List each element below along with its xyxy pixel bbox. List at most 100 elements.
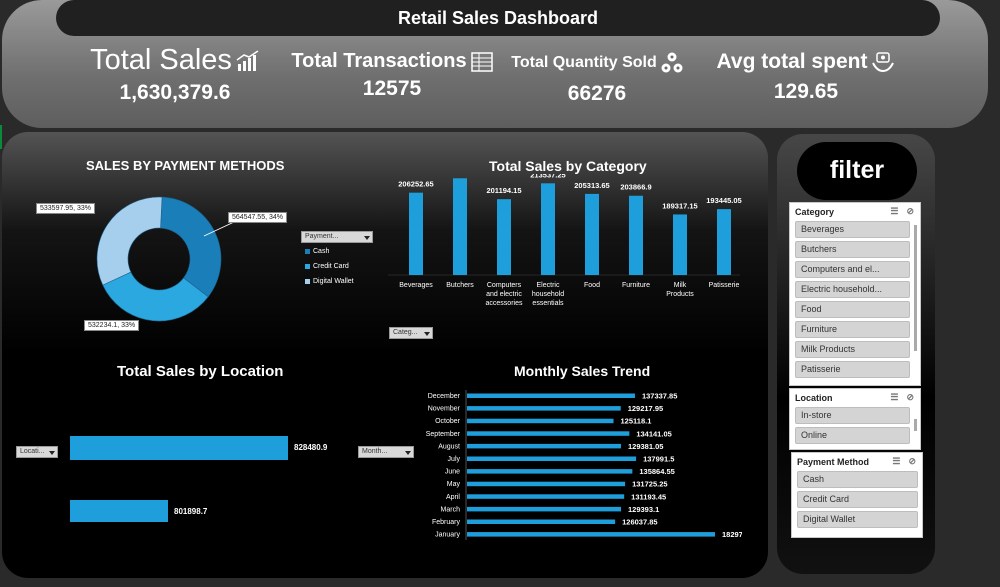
month-axis-label: May [447, 481, 461, 488]
slicer-item[interactable]: Butchers [795, 241, 910, 258]
category-value-label: 203866.9 [620, 183, 651, 192]
month-filter-dropdown[interactable]: Month... [358, 446, 414, 458]
donut-slice-credit-card [102, 271, 209, 322]
multi-select-icon[interactable]: ☰ [890, 392, 899, 402]
slicer-item[interactable]: Computers and el... [795, 261, 910, 278]
slicer-item[interactable]: Furniture [795, 321, 910, 338]
slicer-item[interactable]: Digital Wallet [797, 511, 918, 528]
category-bar [497, 199, 511, 275]
kpi-label: Total Quantity Sold [511, 54, 657, 71]
category-chart-title: Total Sales by Category [489, 158, 647, 174]
month-axis-label: March [441, 506, 461, 513]
payment-chart-title: SALES BY PAYMENT METHODS [86, 158, 285, 173]
slicer-item[interactable]: Electric household... [795, 281, 910, 298]
category-value-label: 201194.15 [486, 186, 521, 195]
dashboard-title: Retail Sales Dashboard [56, 0, 940, 36]
monthly-bar [467, 406, 621, 411]
slicer-item[interactable]: In-store [795, 407, 910, 424]
payment-slicer: Payment Method ☰ ⊘ Cash Credit Card Digital… [791, 452, 923, 538]
monthly-bar [467, 469, 633, 474]
month-axis-label: February [432, 519, 461, 526]
category-bar [585, 193, 599, 275]
kpi-total-transactions: Total Transactions 12575 [291, 50, 493, 101]
kpi-label: Total Transactions [291, 50, 467, 72]
monthly-value-label: 134141.05 [636, 429, 671, 438]
slicer-item[interactable]: Milk Products [795, 341, 910, 358]
monthly-value-label: 182977.9 [722, 530, 742, 539]
kpi-label: Total Sales [90, 44, 232, 76]
category-bar [673, 214, 687, 275]
clear-filter-icon[interactable]: ⊘ [906, 392, 914, 402]
slicer-item[interactable]: Online [795, 427, 910, 444]
month-axis-label: September [426, 431, 461, 438]
monthly-bar [467, 431, 630, 436]
location-bar [70, 500, 168, 522]
category-value-label: 205313.65 [574, 181, 609, 190]
monthly-value-label: 135864.55 [639, 467, 674, 476]
slicer-item[interactable]: Credit Card [797, 491, 918, 508]
monthly-value-label: 131193.45 [631, 492, 666, 501]
multi-select-icon[interactable]: ☰ [892, 456, 901, 466]
kpi-avg-spent: Avg total spent 129.65 [706, 50, 906, 104]
donut-label-credit-card: 532234.1, 33% [84, 320, 140, 331]
kpi-value: 1,630,379.6 [119, 81, 231, 104]
ledger-icon [470, 51, 493, 72]
slicer-scrollbar[interactable] [914, 419, 917, 431]
slicer-item[interactable]: Patisserie [795, 361, 910, 378]
slicer-item[interactable]: Cash [797, 471, 918, 488]
donut-slice-digital-wallet [96, 196, 163, 286]
clear-filter-icon[interactable]: ⊘ [906, 206, 914, 216]
category-axis-label: Patisserie [709, 282, 740, 289]
slicer-item[interactable]: Food [795, 301, 910, 318]
filter-panel: filter Category ☰ ⊘ Beverages Butchers Comp… [777, 134, 935, 574]
kpi-value: 129.65 [773, 80, 839, 103]
kpi-label: Avg total spent [716, 50, 868, 73]
boxes-icon [661, 52, 683, 74]
location-bar-chart: 828480.9 801898.7 [70, 436, 328, 522]
slicer-item[interactable]: Beverages [795, 221, 910, 238]
category-filter-dropdown[interactable]: Categ... [389, 327, 433, 339]
category-axis-label: Computers and electric accessories [486, 282, 523, 307]
location-slicer: Location ☰ ⊘ In-store Online [789, 388, 921, 450]
kpi-total-quantity: Total Quantity Sold 66276 [508, 52, 686, 106]
category-bar-chart: 206252.65Beverages217452.8Butchers201194… [388, 174, 742, 307]
location-filter-dropdown[interactable]: Locati... [16, 446, 58, 458]
monthly-value-label: 129393.1 [628, 505, 659, 514]
location-value-label: 801898.7 [174, 507, 208, 516]
category-axis-label: Milk Products [666, 282, 694, 298]
money-hands-icon [871, 51, 895, 73]
payment-donut-chart [96, 196, 234, 322]
monthly-bar [467, 393, 635, 398]
monthly-bar [467, 443, 621, 449]
legend-item-digital-wallet: Digital Wallet [305, 278, 354, 285]
category-bar [453, 178, 467, 275]
month-axis-label: November [428, 406, 461, 413]
category-value-label: 213537.25 [530, 174, 565, 179]
slicer-header: Category ☰ ⊘ [795, 206, 914, 217]
month-axis-label: June [445, 469, 460, 476]
donut-label-digital-wallet: 533597.95, 33% [36, 203, 95, 214]
category-axis-label: Electric household essentials [532, 282, 564, 307]
month-axis-label: October [435, 418, 461, 425]
category-value-label: 206252.65 [398, 180, 433, 189]
category-bar [717, 209, 731, 275]
slicer-header: Payment Method ☰ ⊘ [797, 456, 916, 467]
clear-filter-icon[interactable]: ⊘ [908, 456, 916, 466]
kpi-header: Retail Sales Dashboard Total Sales 1,630… [2, 0, 988, 128]
multi-select-icon[interactable]: ☰ [890, 206, 899, 216]
monthly-bar [467, 481, 626, 487]
slicer-header: Location ☰ ⊘ [795, 392, 914, 403]
payment-filter-dropdown[interactable]: Payment... [301, 231, 373, 243]
month-axis-label: April [446, 494, 460, 501]
monthly-value-label: 125118.1 [621, 417, 652, 426]
chart-growth-icon [236, 49, 260, 72]
location-bar [70, 436, 288, 460]
slicer-scrollbar[interactable] [914, 225, 917, 351]
category-axis-label: Beverages [399, 282, 433, 289]
legend-item-cash: Cash [305, 248, 329, 255]
monthly-chart-title: Monthly Sales Trend [514, 363, 651, 379]
category-axis-label: Butchers [446, 282, 474, 289]
donut-label-cash: 564547.55, 34% [228, 212, 287, 223]
month-axis-label: December [428, 393, 461, 400]
monthly-value-label: 137337.85 [642, 392, 677, 401]
